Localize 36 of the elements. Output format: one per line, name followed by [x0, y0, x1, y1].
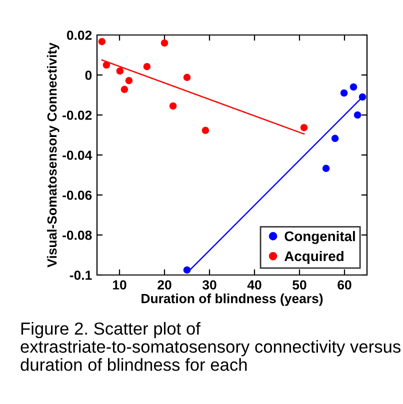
point [116, 67, 124, 75]
y-tick-label: -0.02 [62, 110, 92, 120]
legend-label: Congenital [284, 230, 355, 244]
x-tick-label: 30 [202, 280, 216, 290]
y-tick-label: -0.06 [62, 190, 92, 200]
y-tick-label: -0.1 [70, 270, 92, 280]
point [300, 124, 308, 132]
point [322, 164, 330, 172]
point [331, 134, 339, 142]
point [183, 74, 191, 82]
point [143, 62, 151, 70]
legend-label: Acquired [284, 250, 344, 264]
point [340, 89, 348, 97]
point [202, 126, 210, 134]
point [358, 93, 366, 101]
x-tick-label: 40 [247, 280, 262, 290]
point [102, 61, 110, 69]
point [169, 102, 177, 110]
point [183, 266, 191, 274]
caption: Figure 2. Scatter plot of extrastriate-to-somatosensory connectivity versus duration of blindness for each [20, 322, 400, 371]
y-tick-label: 0.02 [66, 30, 92, 40]
x-tick-label: 50 [292, 280, 306, 290]
point [125, 76, 133, 84]
y-axis-title: Visual-Somatosensory Connectivity [46, 42, 60, 268]
point [120, 86, 128, 94]
y-tick-label: -0.04 [62, 150, 92, 160]
x-axis-title: Duration of blindness (years) [142, 294, 323, 306]
point [98, 38, 106, 46]
point [350, 83, 358, 91]
x-tick-label: 60 [338, 280, 352, 290]
point [354, 111, 362, 119]
x-tick-label: 10 [112, 280, 126, 290]
y-tick-label: -0.08 [62, 230, 92, 240]
y-tick-label: 0 [85, 70, 92, 80]
point [160, 39, 168, 47]
x-tick-label: 20 [158, 280, 172, 290]
